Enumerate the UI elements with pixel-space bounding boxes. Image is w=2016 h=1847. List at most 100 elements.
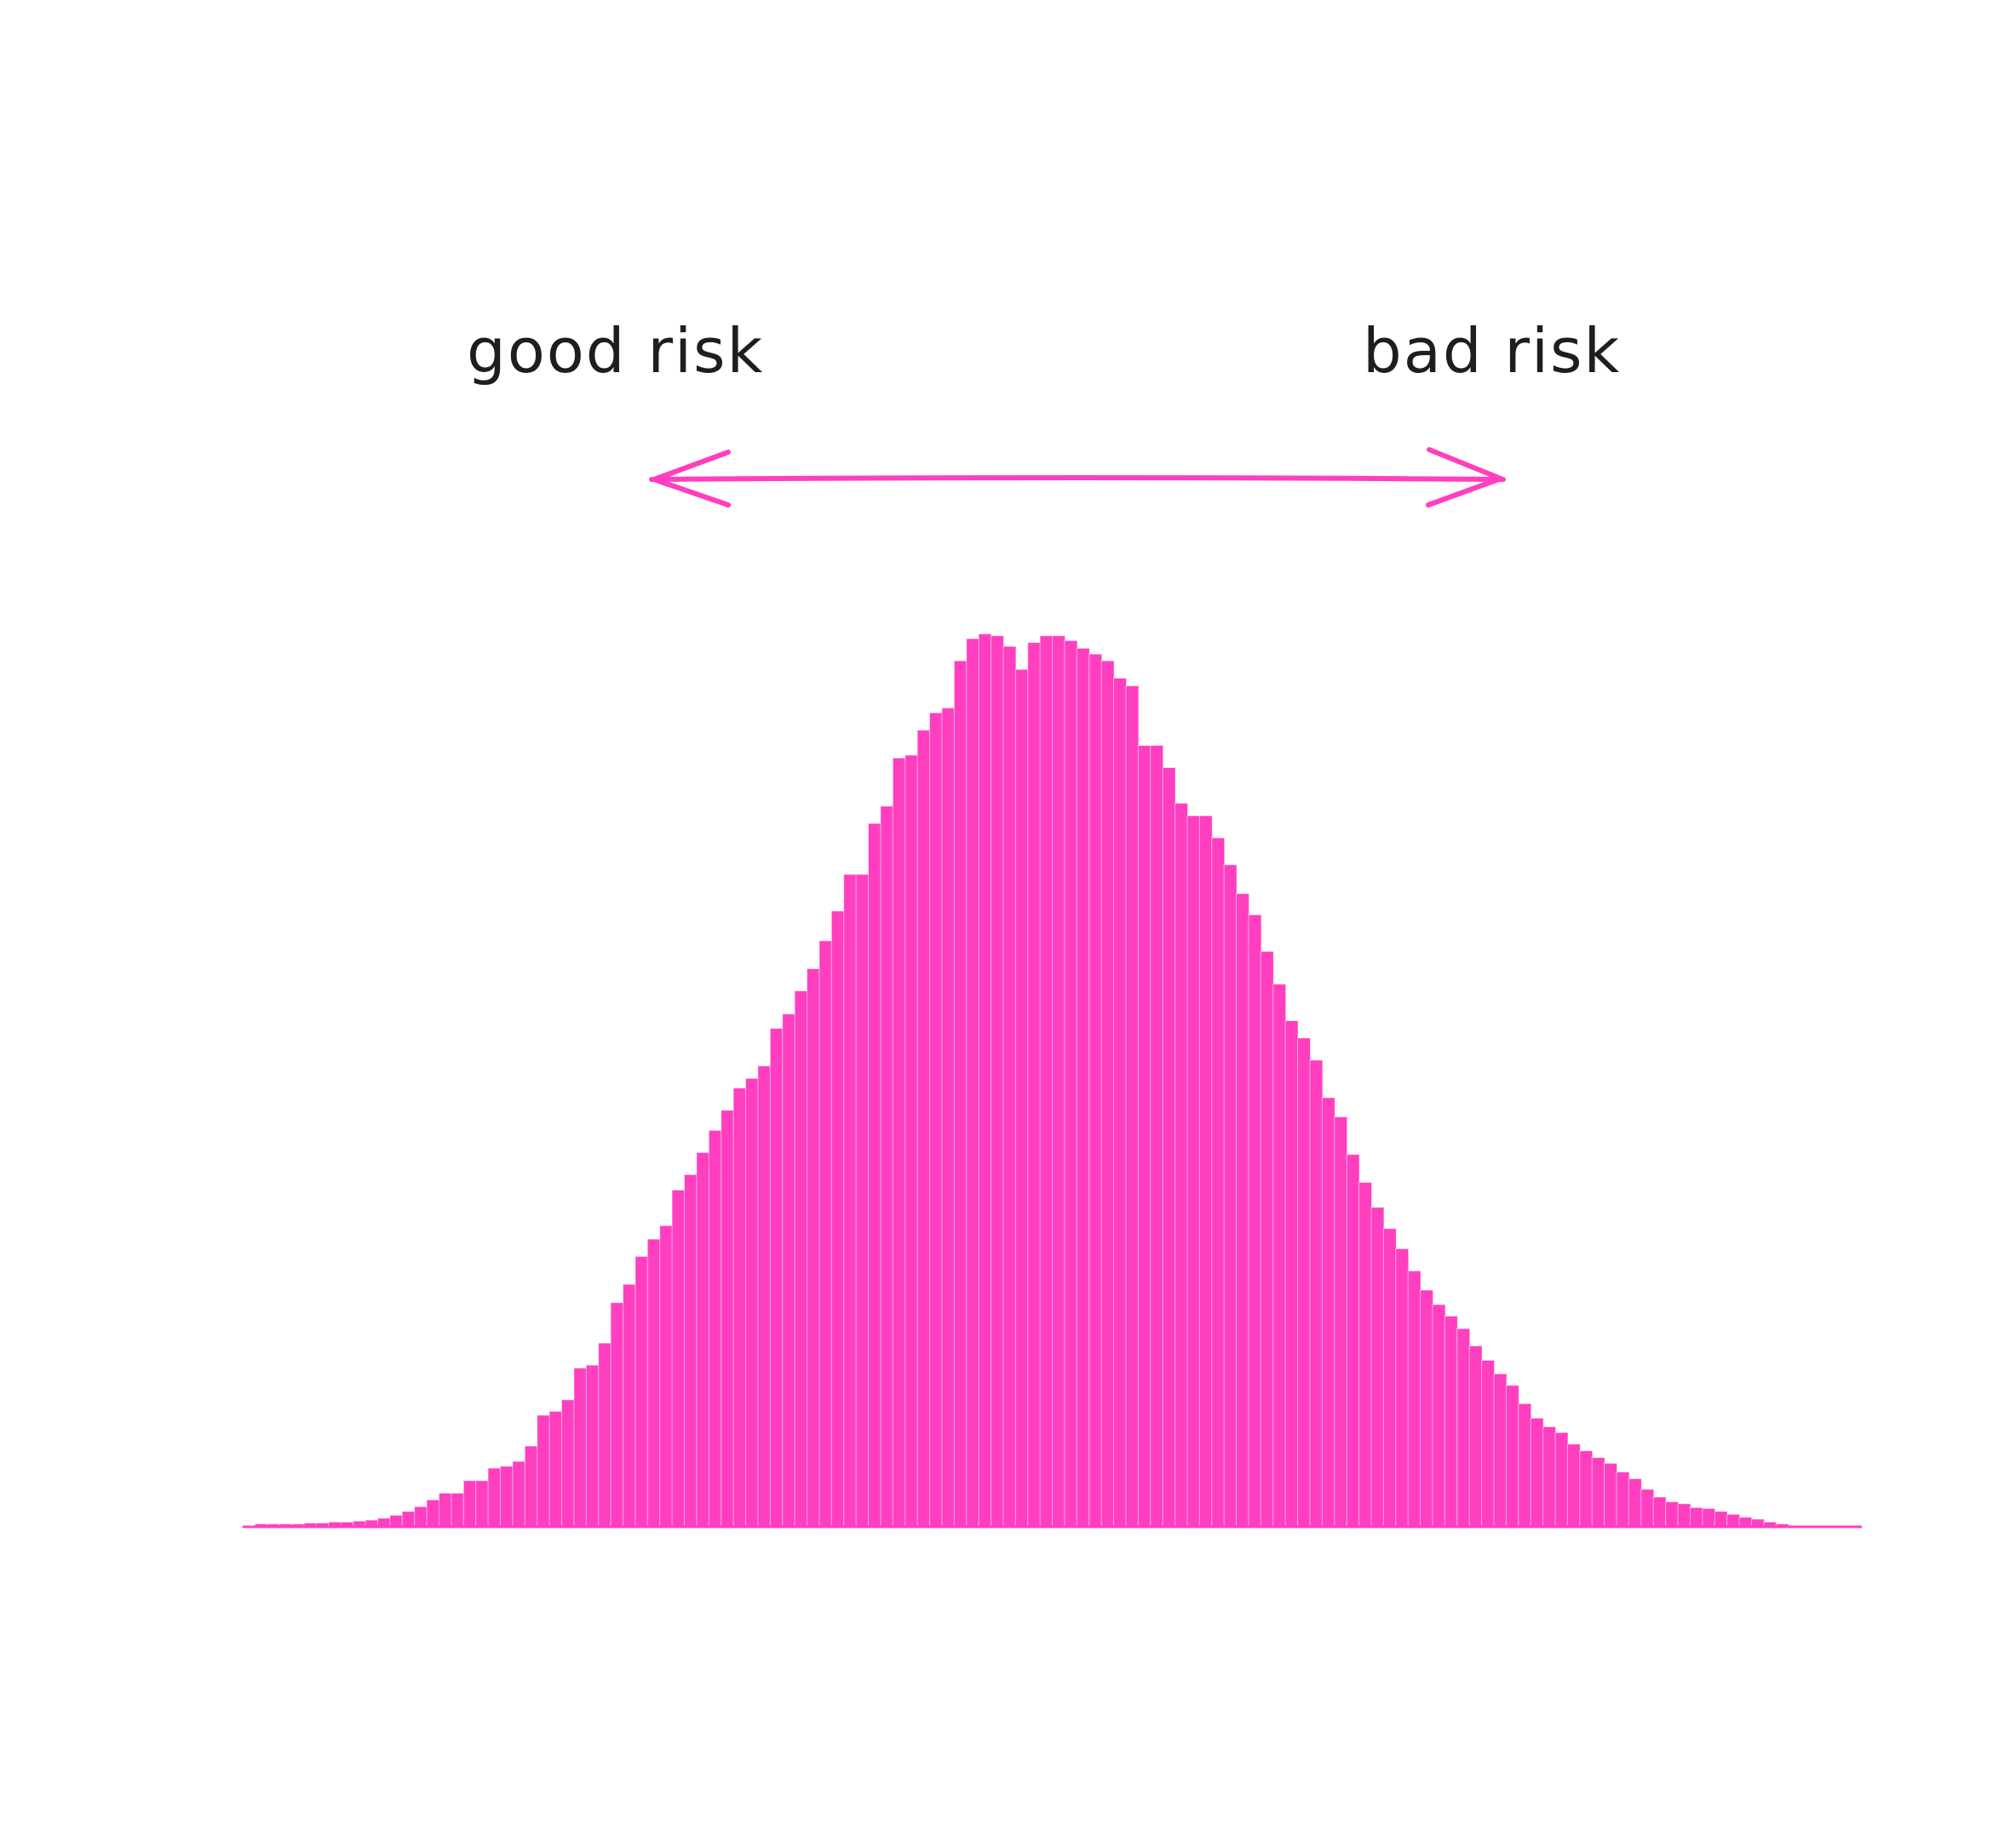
- histogram-bar: [1665, 1501, 1680, 1528]
- histogram-bar: [1456, 1328, 1471, 1528]
- histogram-bar: [1052, 635, 1065, 1528]
- histogram-bar: [1702, 1508, 1716, 1528]
- histogram-bar: [708, 1129, 722, 1528]
- arrow-head-left: [652, 450, 731, 508]
- histogram-bar: [475, 1480, 490, 1528]
- histogram-bar: [1284, 1020, 1299, 1528]
- histogram-bar: [1039, 635, 1054, 1528]
- histogram-bar: [1162, 766, 1176, 1528]
- histogram-bar: [941, 707, 956, 1528]
- histogram-bar: [744, 1077, 759, 1528]
- histogram-bar: [598, 1342, 612, 1528]
- histogram-bar: [1334, 1116, 1348, 1528]
- histogram-bar: [806, 968, 820, 1528]
- histogram-bar: [585, 1364, 600, 1528]
- histogram-bar: [1407, 1270, 1422, 1528]
- arrow-shaft: [649, 475, 1506, 482]
- histogram-bar: [671, 1190, 686, 1528]
- good-risk-label: good risk: [467, 315, 764, 387]
- histogram-bar: [990, 635, 1004, 1528]
- histogram-bar: [1211, 837, 1226, 1528]
- histogram-bar: [1125, 685, 1140, 1528]
- histogram-bar: [966, 638, 980, 1528]
- histogram-bar: [1481, 1360, 1496, 1528]
- histogram-bar: [830, 910, 845, 1528]
- histogram-bar: [1309, 1059, 1324, 1528]
- histogram-bar: [1297, 1037, 1312, 1528]
- histogram-bar: [843, 874, 858, 1528]
- histogram-bar: [610, 1302, 624, 1528]
- histogram-bars: [254, 633, 1814, 1528]
- histogram-bar: [1432, 1304, 1446, 1528]
- histogram-bar: [867, 823, 882, 1528]
- histogram-bar: [1346, 1154, 1360, 1528]
- histogram-bar: [1321, 1097, 1335, 1528]
- histogram-bar: [1518, 1402, 1532, 1528]
- histogram-bar: [376, 1517, 391, 1528]
- histogram-bar: [880, 806, 894, 1528]
- histogram-bar: [1468, 1345, 1483, 1528]
- histogram-bar: [696, 1151, 710, 1528]
- histogram-bar: [1444, 1316, 1458, 1528]
- histogram-bar: [1677, 1503, 1691, 1528]
- histogram-bar: [1076, 647, 1090, 1528]
- histogram-bar: [1530, 1417, 1544, 1528]
- histogram-bar: [512, 1460, 526, 1528]
- histogram-bar: [1175, 802, 1189, 1528]
- histogram-bar: [782, 1013, 796, 1528]
- histogram-bar: [1186, 815, 1201, 1528]
- risk-direction-arrow: [649, 447, 1506, 508]
- histogram-bar: [1591, 1457, 1605, 1528]
- histogram-bar: [414, 1506, 428, 1528]
- histogram-bar: [916, 729, 931, 1528]
- histogram-bar: [1395, 1248, 1410, 1528]
- histogram-bar: [1150, 744, 1164, 1528]
- histogram-bar: [1272, 984, 1287, 1528]
- histogram-bar: [1628, 1478, 1642, 1528]
- histogram-bar: [905, 754, 919, 1528]
- histogram-bar: [1505, 1385, 1519, 1528]
- histogram-bar: [1604, 1462, 1618, 1528]
- histogram-bar: [855, 874, 870, 1528]
- arrow-head-right: [1426, 447, 1503, 508]
- histogram-bar: [1566, 1443, 1581, 1528]
- histogram-bar: [1260, 950, 1274, 1528]
- histogram-bar: [794, 990, 808, 1528]
- histogram-bar: [757, 1065, 772, 1528]
- histogram-bar: [1420, 1289, 1434, 1528]
- histogram-bar: [1064, 640, 1078, 1528]
- histogram-bar: [646, 1238, 661, 1528]
- histogram-bar: [1088, 653, 1103, 1528]
- histogram-bar: [438, 1492, 452, 1528]
- histogram-bar: [1652, 1496, 1667, 1528]
- histogram-bar: [537, 1414, 551, 1528]
- histogram-bar: [1223, 864, 1238, 1528]
- histogram-bar: [721, 1110, 735, 1528]
- histogram-bar: [499, 1466, 514, 1528]
- histogram-bar: [622, 1283, 636, 1528]
- histogram-bar: [1616, 1471, 1630, 1528]
- histogram-bar: [1198, 815, 1213, 1528]
- histogram-bar: [1726, 1513, 1741, 1528]
- histogram-bar: [426, 1499, 440, 1528]
- histogram-bar: [1640, 1488, 1655, 1528]
- histogram-bar: [560, 1399, 575, 1528]
- histogram-bar: [1358, 1181, 1373, 1528]
- histogram-bar: [1137, 744, 1152, 1528]
- histogram-bar: [928, 712, 943, 1528]
- histogram-bar: [1382, 1228, 1397, 1528]
- histogram-bar: [487, 1467, 502, 1528]
- histogram-bar: [1014, 668, 1029, 1528]
- histogram-bar: [573, 1368, 588, 1528]
- histogram-bar: [892, 757, 906, 1528]
- histogram-bar: [389, 1514, 404, 1528]
- bad-risk-label: bad risk: [1363, 315, 1621, 387]
- histogram-bar: [769, 1028, 784, 1528]
- histogram-bar: [683, 1173, 698, 1528]
- histogram-bar: [635, 1255, 649, 1528]
- histogram-bar: [1689, 1506, 1703, 1528]
- histogram-bar: [462, 1480, 477, 1528]
- histogram-bar: [978, 633, 992, 1528]
- histogram-bar: [1554, 1431, 1569, 1528]
